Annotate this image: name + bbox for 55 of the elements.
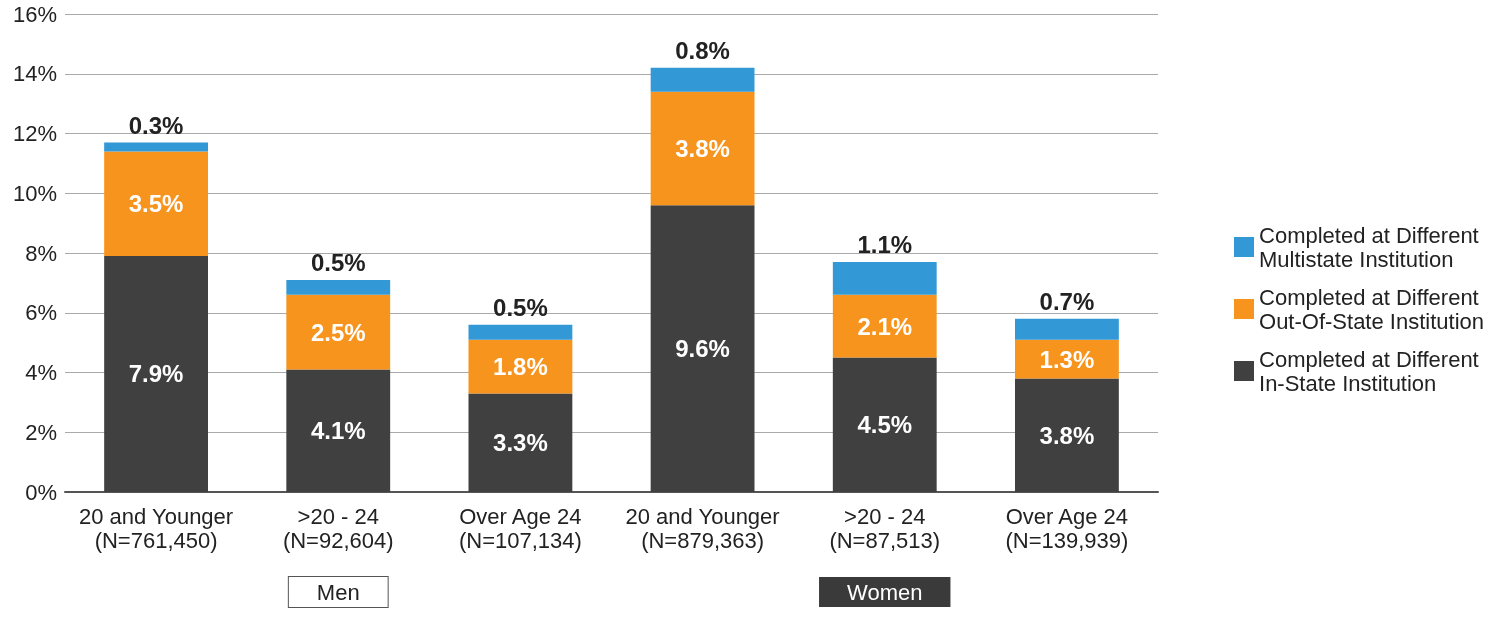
x-tick-label: >20 - 24 (N=92,604) (282, 503, 394, 553)
data-label: 0.5% (493, 294, 548, 322)
y-tick-label: 6% (25, 300, 57, 326)
data-label: 3.3% (493, 429, 548, 457)
x-tick-label: Over Age 24 (N=139,939) (1005, 503, 1129, 553)
data-label: 1.3% (1039, 345, 1095, 373)
y-tick-label: 8% (25, 240, 57, 266)
data-label: 2.5% (310, 318, 366, 346)
x-tick-label: Over Age 24 (N=107,134) (458, 503, 582, 553)
bar (832, 294, 937, 358)
y-tick-label: 16% (12, 1, 57, 27)
y-tick-label: 2% (25, 419, 57, 445)
bar (650, 91, 755, 206)
bar (650, 205, 755, 492)
y-tick-label: 4% (25, 360, 57, 385)
bar (286, 294, 391, 370)
data-label: 2.1% (857, 312, 913, 340)
bar (1015, 318, 1119, 340)
data-label: 3.8% (675, 134, 730, 162)
legend-label: Completed at Different Multistate Institution (1259, 222, 1479, 272)
x-tick-label: >20 - 24 (N=87,513) (829, 503, 941, 553)
bar (650, 67, 755, 92)
bar (104, 151, 208, 256)
x-tick-label: 20 and Younger (N=761,450) (79, 503, 234, 553)
data-label: 7.9% (128, 360, 184, 388)
bar (286, 369, 391, 492)
data-label: 9.6% (675, 335, 730, 363)
y-tick-label: 12% (12, 121, 57, 146)
data-label: 4.1% (310, 417, 366, 445)
bar (104, 255, 208, 492)
y-tick-label: 10% (12, 180, 57, 206)
bar (468, 324, 573, 340)
bar (468, 393, 573, 492)
y-tick-label: 14% (12, 61, 57, 87)
x-tick-label: 20 and Younger (N=879,363) (625, 503, 780, 553)
text: Men (316, 579, 360, 605)
data-label: 0.8% (675, 37, 730, 65)
legend-label: Completed at Different Out-Of-State Institution (1259, 284, 1484, 334)
y-tick-label: 0% (25, 479, 57, 505)
bar (104, 142, 208, 152)
data-label: 1.1% (857, 231, 913, 259)
data-label: 0.5% (310, 249, 366, 277)
bar (1015, 378, 1119, 492)
bar (832, 261, 937, 295)
data-label: 4.5% (857, 411, 913, 439)
data-label: 3.8% (1039, 421, 1095, 449)
bar (832, 357, 937, 492)
data-label: 0.7% (1039, 288, 1095, 316)
data-label: 1.8% (493, 353, 548, 381)
bar (286, 279, 391, 295)
data-label: 3.5% (128, 190, 184, 218)
bar (468, 339, 573, 394)
text: Women (847, 579, 923, 605)
legend-label: Completed at Different In-State Institution (1259, 346, 1479, 396)
data-label: 0.3% (128, 111, 184, 139)
